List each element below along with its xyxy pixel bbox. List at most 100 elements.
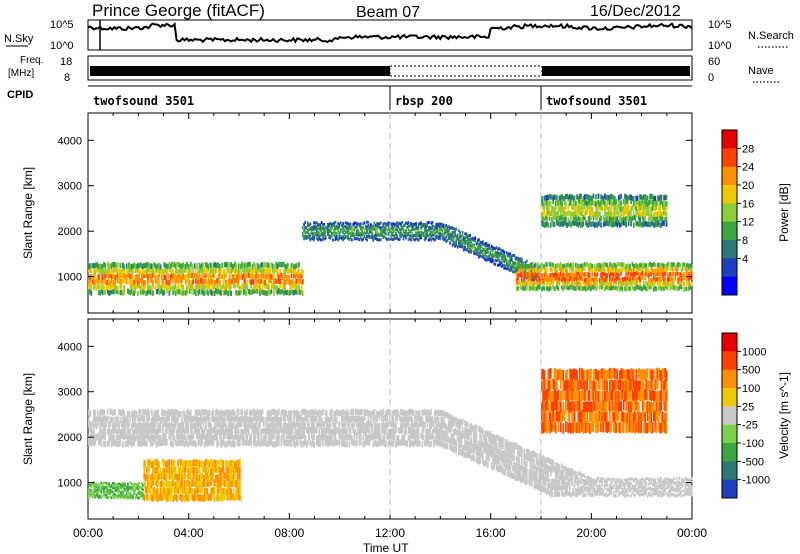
echo-cell [327, 434, 329, 441]
echo-cell [203, 409, 206, 416]
echo-cell [138, 278, 141, 285]
echo-cell [323, 421, 326, 428]
echo-cell [538, 280, 541, 285]
echo-cell [154, 410, 157, 417]
echo-cell [159, 288, 162, 294]
echo-cell [356, 415, 358, 422]
echo-cell [89, 494, 92, 498]
echo-cell [334, 433, 337, 440]
echo-cell [234, 415, 236, 422]
echo-cell [417, 231, 420, 235]
echo-cell [688, 286, 690, 291]
echo-cell [580, 263, 582, 269]
echo-cell [191, 493, 193, 500]
echo-cell [641, 270, 644, 276]
echo-cell [196, 288, 198, 294]
echo-cell [245, 290, 248, 296]
echo-cell [265, 416, 268, 423]
echo-cell [304, 234, 307, 238]
echo-cell [205, 435, 207, 442]
echo-cell [474, 252, 477, 256]
echo-cell [339, 228, 342, 232]
echo-cell [270, 432, 273, 439]
echo-cell [332, 420, 334, 427]
echo-cell [207, 414, 210, 421]
echo-cell [347, 236, 349, 240]
echo-cell [334, 417, 337, 424]
echo-cell [382, 222, 385, 226]
echo-cell [685, 281, 688, 287]
echo-cell [494, 258, 497, 262]
echo-cell [221, 417, 224, 424]
echo-cell [119, 273, 122, 279]
echo-cell [273, 441, 275, 448]
echo-cell [673, 280, 675, 286]
echo-cell [142, 408, 144, 415]
echo-cell [635, 262, 638, 268]
echo-cell [598, 267, 601, 272]
echo-cell [166, 422, 168, 429]
echo-cell [561, 194, 563, 200]
echo-cell [494, 262, 497, 266]
echo-cell [285, 275, 288, 281]
echo-cell [488, 254, 490, 258]
echo-cell [179, 289, 182, 296]
echo-cell [352, 422, 355, 429]
echo-cell [197, 466, 200, 473]
echo-cell [88, 421, 90, 428]
echo-cell [226, 440, 229, 447]
echo-cell [486, 244, 489, 247]
echo-cell [129, 283, 132, 290]
echo-cell [124, 482, 127, 485]
echo-cell [495, 259, 498, 263]
echo-cell [333, 440, 336, 447]
echo-cell [196, 428, 198, 435]
echo-cell [162, 273, 164, 279]
echo-cell [564, 204, 567, 210]
echo-cell [91, 262, 94, 269]
echo-cell [228, 280, 231, 286]
echo-cell [115, 285, 118, 291]
echo-cell [262, 263, 265, 269]
echo-cell [261, 408, 264, 415]
echo-cell [104, 434, 107, 441]
echo-cell [221, 273, 224, 279]
echo-cell [202, 273, 205, 280]
echo-cell [119, 263, 122, 269]
echo-cell [163, 459, 166, 467]
echo-cell [225, 488, 227, 496]
echo-cell [174, 493, 177, 501]
echo-cell [147, 415, 149, 422]
echo-cell [186, 460, 188, 467]
echo-cell [588, 210, 591, 217]
echo-cell [461, 245, 464, 249]
echo-cell [434, 226, 436, 230]
echo-cell [411, 235, 414, 239]
echo-cell [547, 194, 550, 201]
echo-cell [583, 285, 586, 291]
echo-cell [372, 235, 375, 239]
echo-cell [300, 409, 303, 416]
echo-cell [361, 421, 363, 428]
echo-cell [108, 273, 110, 279]
echo-cell [393, 223, 396, 227]
echo-cell [318, 231, 321, 235]
echo-cell [247, 261, 250, 267]
echo-cell [349, 227, 352, 231]
echo-cell [440, 228, 443, 231]
echo-cell [556, 272, 558, 277]
echo-cell [548, 261, 551, 267]
echo-cell [577, 285, 580, 291]
echo-cell [436, 230, 439, 234]
echo-cell [622, 262, 625, 267]
echo-cell [444, 228, 446, 232]
echo-cell [255, 411, 258, 418]
echo-cell [99, 489, 102, 492]
echo-cell [603, 204, 606, 210]
echo-cell [230, 441, 232, 448]
echo-cell [101, 279, 104, 285]
echo-cell [330, 414, 333, 421]
echo-cell [270, 262, 273, 268]
echo-cell [293, 269, 295, 275]
echo-cell [354, 233, 357, 236]
